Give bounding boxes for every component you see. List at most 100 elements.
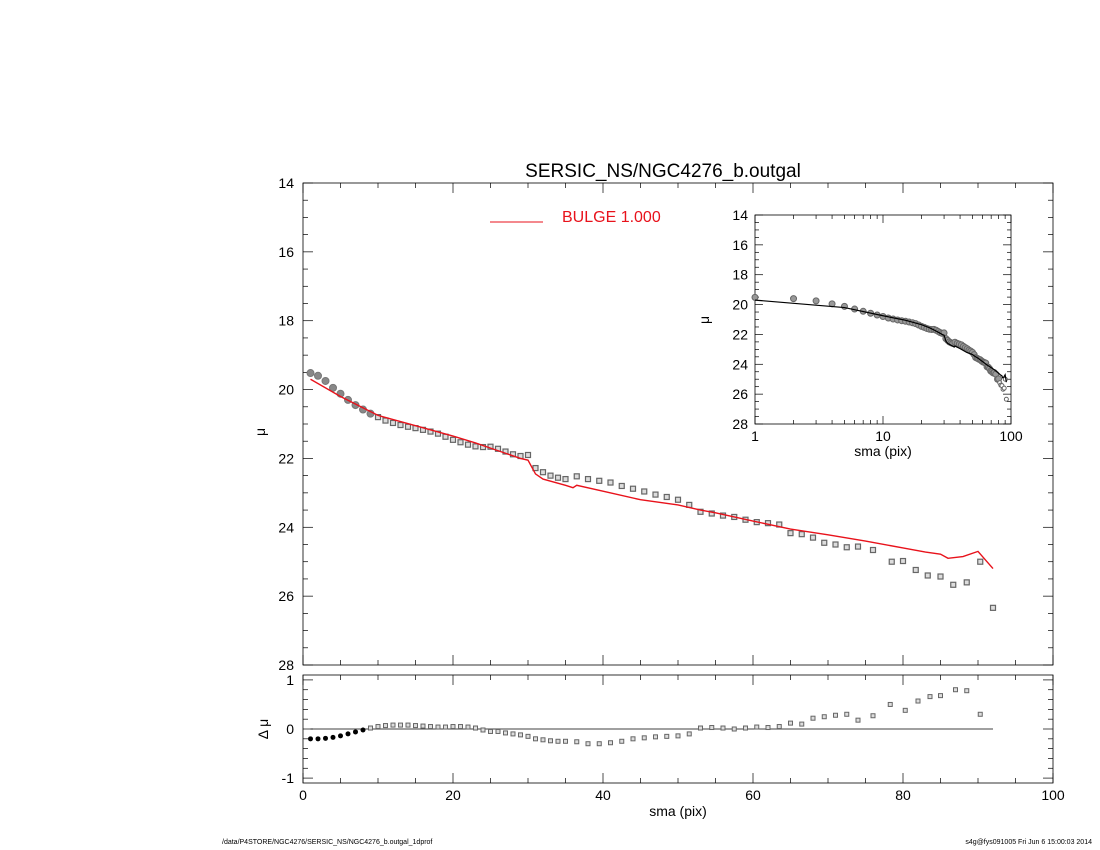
observed-point [798,531,805,538]
residual-point [315,736,321,742]
observed-point [607,479,614,486]
observed-point [321,376,330,385]
y-tick-label: 20 [278,382,294,398]
observed-point [397,421,404,429]
observed-point [924,572,931,579]
residual-point [465,724,471,730]
residual-point [473,725,478,731]
observed-point [427,428,434,435]
observed-point [708,510,715,517]
residual-point [458,724,463,730]
residual-point [413,723,418,729]
observed-point [674,496,682,503]
residual-point [902,707,908,713]
residual-point [844,711,850,717]
x-tick-label: 40 [595,787,611,803]
inset-x-axis-label: sma (pix) [854,443,912,459]
residual-point [720,725,726,731]
legend-label: BULGE 1.000 [562,209,661,226]
residual-point [360,727,366,733]
y-tick-label: 26 [278,588,294,604]
observed-point [596,477,603,484]
residual-y-axis-label: Δ μ [255,719,271,740]
residual-point [435,724,441,730]
observed-point [404,423,412,430]
residual-point [765,725,771,731]
residual-point [675,733,681,739]
inset-y-tick-label: 28 [732,416,748,432]
observed-point [977,558,984,565]
residual-point [548,738,553,744]
inset-y-tick-label: 22 [732,326,748,342]
observed-point [832,541,839,548]
y-tick-label: 14 [278,175,294,191]
residual-point [887,701,893,707]
observed-point [899,557,907,565]
inset-x-tick-label: 100 [999,428,1023,444]
residual-point [555,738,561,744]
residual-y-tick-label: -1 [282,770,295,786]
residual-point [533,736,538,742]
observed-point [472,443,479,450]
residual-point [585,741,591,747]
x-tick-label: 100 [1041,787,1065,803]
residual-point [345,731,351,737]
observed-point [382,417,389,424]
observed-point [963,579,970,586]
residual-point [653,734,658,740]
residual-point [799,721,805,727]
inset-y-tick-label: 20 [732,297,748,313]
residual-point [525,733,531,739]
observed-point [539,469,547,476]
inset-y-tick-label: 14 [732,207,748,223]
inset-x-tick-label: 1 [751,428,759,444]
observed-point [937,573,944,580]
residual-point [420,723,426,729]
observed-point [663,493,670,501]
observed-point [524,451,532,459]
y-tick-label: 22 [278,450,294,466]
residual-point [810,715,816,721]
inset-observed-point [812,297,820,305]
observed-point [389,419,397,427]
residual-point [788,720,793,726]
x-tick-label: 0 [299,787,307,803]
footer-stamp: s4g@fys091005 Fri Jun 6 15:00:03 2014 [965,839,1092,846]
inset-y-tick-label: 26 [732,386,748,402]
residual-point [540,737,546,743]
observed-point [306,369,315,378]
residual-point [927,694,933,700]
observed-point [618,482,625,490]
observed-point [950,581,957,588]
residual-y-tick-label: 1 [286,672,294,688]
inset-x-tick-label: 10 [875,428,891,444]
residual-point [964,688,970,694]
residual-point [833,712,838,718]
residual-point [428,724,433,730]
residual-point [330,734,336,740]
observed-point [554,474,562,481]
residual-point [450,724,456,730]
observed-point [697,508,704,515]
residual-point [915,698,921,704]
inset-observed-point [1001,385,1007,391]
y-tick-label: 24 [278,519,294,535]
residual-point [574,739,580,745]
inset-observed-point [790,295,798,303]
residual-point [743,725,748,731]
observed-point [809,534,817,541]
observed-point [912,566,919,574]
residual-y-tick-label: 0 [286,721,294,737]
chart-title: SERSIC_NS/NGC4276_b.outgal [525,161,801,182]
observed-point [629,485,637,492]
observed-point [457,439,464,446]
residual-point [776,724,782,730]
residual-point [709,725,715,731]
residual-point [563,738,568,744]
residual-point [323,735,328,741]
observed-point [854,543,862,550]
x-tick-label: 80 [895,787,911,803]
residual-point [443,724,448,730]
residual-point [938,693,943,699]
